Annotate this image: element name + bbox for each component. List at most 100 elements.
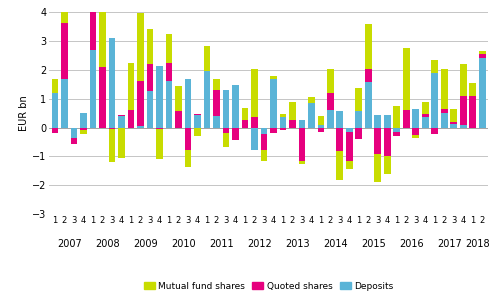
Bar: [431, 60, 438, 73]
Bar: [260, 128, 267, 134]
Bar: [61, 0, 68, 23]
Bar: [194, 115, 201, 128]
Bar: [156, 65, 163, 128]
Bar: [355, 128, 362, 139]
Bar: [346, 161, 353, 170]
Bar: [90, 0, 97, 50]
Bar: [393, 132, 400, 136]
Bar: [384, 156, 391, 174]
Bar: [232, 85, 239, 128]
Bar: [204, 46, 211, 71]
Bar: [175, 86, 182, 111]
Bar: [204, 71, 211, 128]
Bar: [156, 128, 163, 129]
Bar: [166, 80, 173, 128]
Bar: [166, 35, 173, 63]
Text: 2016: 2016: [399, 239, 423, 249]
Legend: Mutual fund shares, Quoted shares, Deposits: Mutual fund shares, Quoted shares, Depos…: [140, 278, 397, 294]
Bar: [52, 79, 58, 93]
Bar: [280, 117, 286, 128]
Bar: [222, 128, 229, 133]
Bar: [384, 115, 391, 128]
Bar: [184, 150, 191, 167]
Bar: [137, 80, 144, 126]
Bar: [146, 91, 153, 128]
Bar: [469, 96, 476, 128]
Bar: [118, 128, 125, 158]
Bar: [327, 110, 334, 128]
Bar: [337, 128, 343, 151]
Bar: [431, 128, 438, 134]
Bar: [232, 128, 239, 140]
Bar: [222, 133, 229, 147]
Bar: [242, 120, 248, 128]
Bar: [213, 116, 220, 128]
Bar: [61, 80, 68, 128]
Bar: [431, 73, 438, 128]
Bar: [298, 128, 305, 161]
Bar: [441, 69, 448, 109]
Bar: [108, 129, 115, 162]
Bar: [156, 129, 163, 159]
Text: 2007: 2007: [57, 239, 82, 249]
Bar: [317, 116, 324, 125]
Bar: [61, 23, 68, 80]
Bar: [441, 113, 448, 128]
Bar: [80, 128, 87, 130]
Bar: [118, 115, 125, 116]
Bar: [280, 114, 286, 117]
Text: 2017: 2017: [437, 239, 461, 249]
Bar: [289, 120, 296, 128]
Bar: [441, 109, 448, 113]
Bar: [70, 138, 77, 144]
Text: 2009: 2009: [133, 239, 158, 249]
Bar: [365, 24, 372, 69]
Bar: [298, 120, 305, 128]
Bar: [308, 103, 315, 128]
Bar: [251, 69, 258, 117]
Bar: [337, 111, 343, 128]
Bar: [128, 63, 135, 110]
Bar: [346, 132, 353, 161]
Bar: [108, 38, 115, 128]
Bar: [146, 64, 153, 91]
Bar: [460, 64, 467, 96]
Bar: [479, 51, 486, 54]
Bar: [242, 108, 248, 120]
Bar: [337, 151, 343, 180]
Bar: [108, 128, 115, 129]
Bar: [413, 128, 420, 135]
Bar: [365, 69, 372, 82]
Bar: [222, 90, 229, 128]
Text: 2015: 2015: [361, 239, 386, 249]
Bar: [403, 110, 410, 128]
Bar: [355, 88, 362, 111]
Bar: [80, 113, 87, 128]
Bar: [137, 126, 144, 128]
Bar: [52, 93, 58, 128]
Bar: [460, 96, 467, 125]
Text: 2010: 2010: [171, 239, 196, 249]
Bar: [327, 69, 334, 93]
Bar: [375, 128, 381, 154]
Bar: [270, 80, 277, 128]
Bar: [393, 128, 400, 132]
Text: 2008: 2008: [95, 239, 119, 249]
Bar: [99, 67, 106, 128]
Bar: [460, 125, 467, 128]
Text: 2014: 2014: [323, 239, 348, 249]
Bar: [251, 128, 258, 150]
Bar: [213, 79, 220, 90]
Bar: [194, 114, 201, 115]
Bar: [479, 54, 486, 58]
Bar: [298, 161, 305, 164]
Bar: [375, 154, 381, 182]
Bar: [451, 109, 458, 122]
Bar: [166, 63, 173, 80]
Bar: [469, 83, 476, 96]
Bar: [479, 58, 486, 128]
Bar: [289, 102, 296, 120]
Bar: [260, 134, 267, 150]
Bar: [270, 128, 277, 133]
Bar: [118, 116, 125, 128]
